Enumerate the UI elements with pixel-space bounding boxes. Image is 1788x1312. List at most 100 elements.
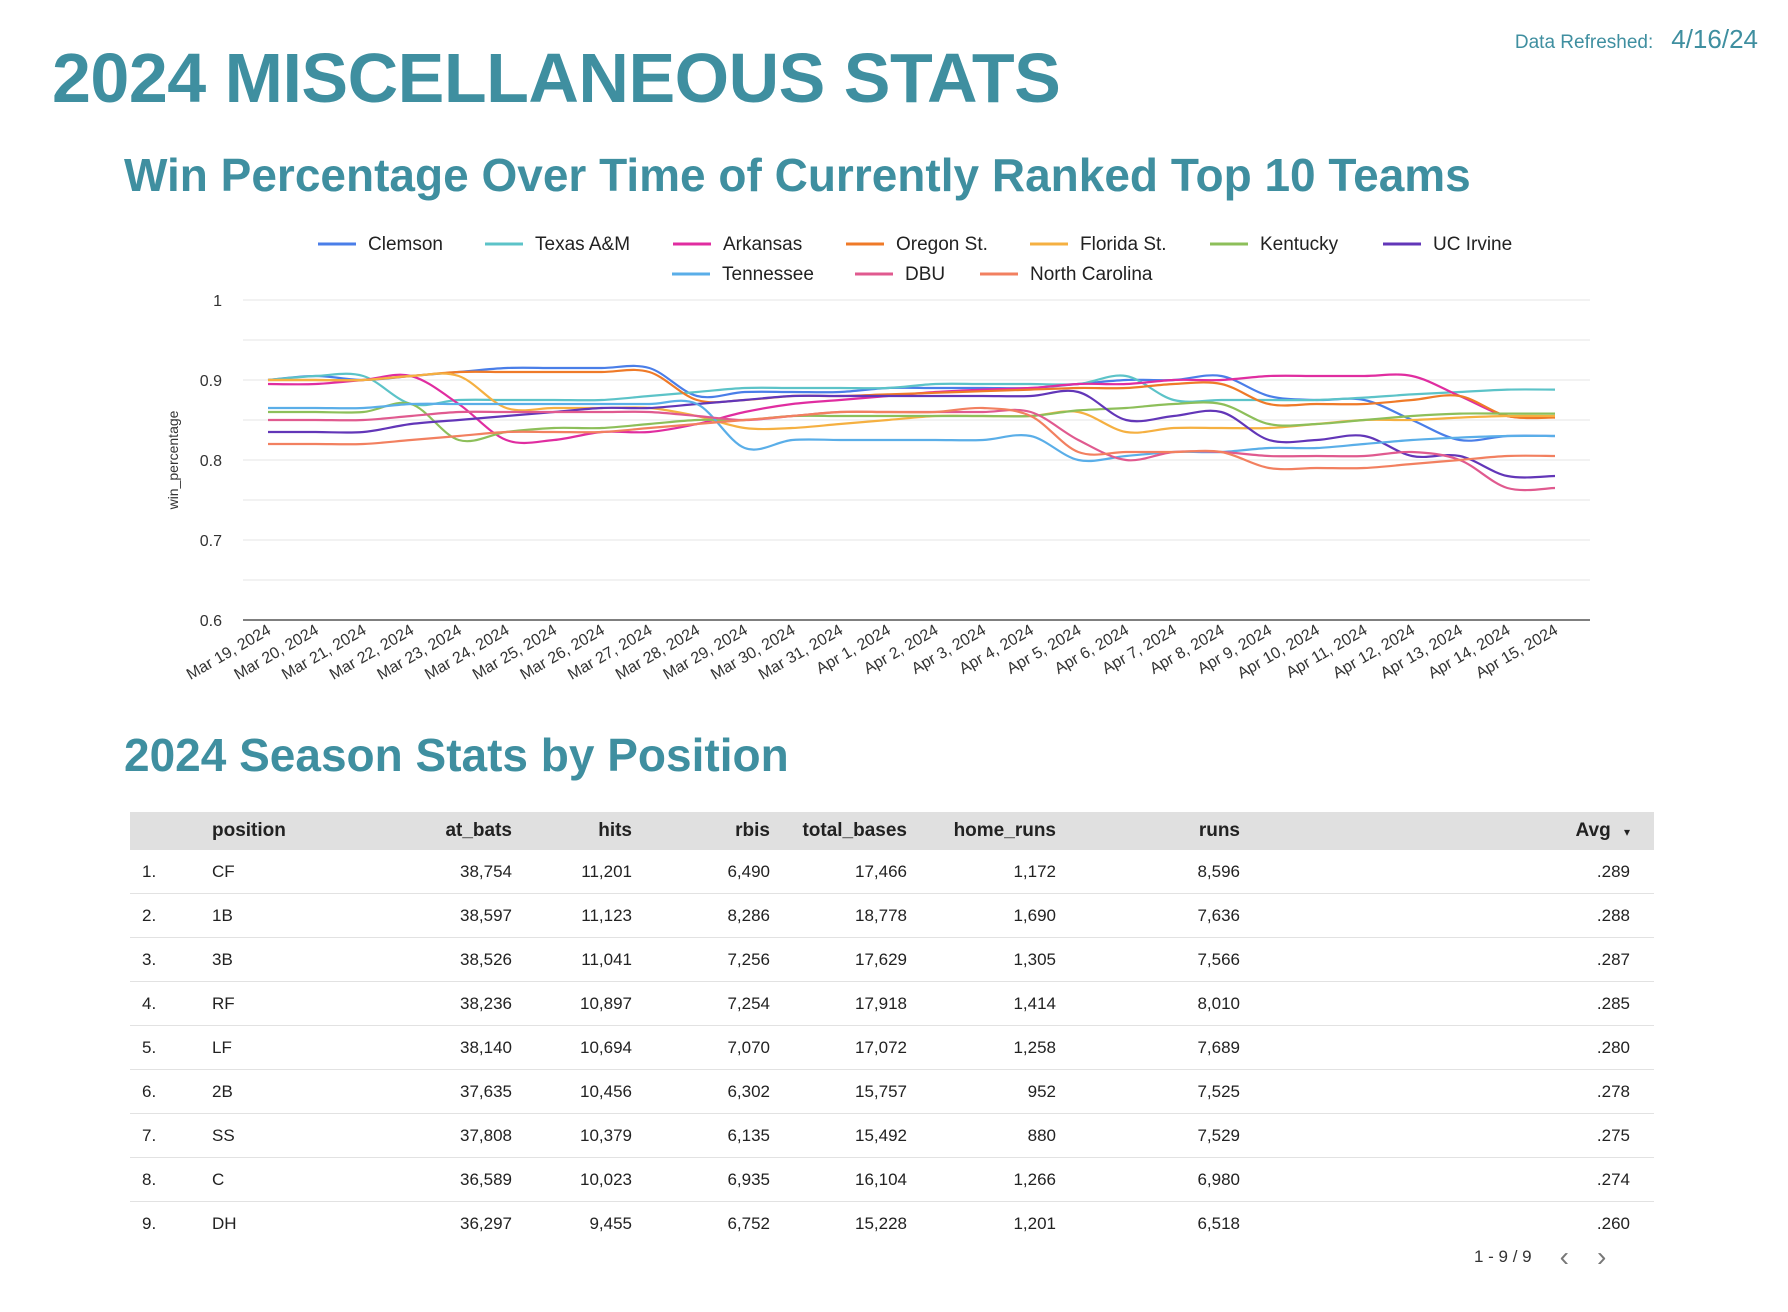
- cell-idx: 6.: [130, 1069, 212, 1114]
- cell-hits: 11,123: [512, 893, 632, 938]
- cell-avg: .278: [1240, 1069, 1654, 1114]
- table-row: 5. LF 38,140 10,694 7,070 17,072 1,258 7,689.28…: [130, 1025, 1654, 1070]
- cell-runs: 6,518: [1197, 1213, 1240, 1233]
- sort-desc-icon[interactable]: ▾: [1623, 825, 1630, 839]
- legend-label: Texas A&M: [535, 234, 630, 255]
- page-title: 2024 MISCELLANEOUS STATS: [52, 39, 1061, 117]
- cell-position: 1B: [212, 893, 332, 938]
- cell-idx: 9.: [142, 1213, 157, 1233]
- chevron-right-icon[interactable]: ›: [1596, 1241, 1607, 1272]
- cell-position: RF: [212, 981, 332, 1026]
- col-header-total-bases[interactable]: total_bases: [770, 812, 907, 850]
- cell-position: 2B: [212, 1069, 332, 1114]
- cell-position: LF: [212, 1025, 332, 1070]
- pagination: 1 - 9 / 9 ‹ ›: [1474, 1241, 1607, 1272]
- cell-idx: 4.: [130, 981, 212, 1026]
- cell-idx: 1.: [130, 850, 212, 894]
- cell-runs: 7,529: [1056, 1113, 1240, 1158]
- cell-home-runs: 1,172: [907, 850, 1056, 894]
- cell-at-bats: 36,297: [460, 1213, 512, 1233]
- series-line-uc-irvine: [267, 389, 1556, 479]
- table-title: 2024 Season Stats by Position: [124, 729, 789, 781]
- position-stats-table: position at_bats hits rbis total_bases h…: [130, 812, 1654, 1245]
- table-row: 7. SS 37,808 10,379 6,135 15,492 880 7,529.275: [130, 1113, 1654, 1158]
- cell-runs: 7,566: [1056, 937, 1240, 982]
- col-header-runs[interactable]: runs: [1056, 812, 1240, 850]
- cell-rbis: 7,070: [632, 1025, 770, 1070]
- cell-hits: 11,201: [512, 850, 632, 894]
- cell-idx: 5.: [130, 1025, 212, 1070]
- cell-avg: .285: [1240, 981, 1654, 1026]
- cell-at-bats: 37,635: [332, 1069, 512, 1114]
- table-row: 2. 1B 38,597 11,123 8,286 18,778 1,690 7,636.28…: [130, 893, 1654, 938]
- cell-runs: 7,636: [1056, 893, 1240, 938]
- col-header-avg-label: Avg: [1575, 820, 1611, 841]
- cell-position: 3B: [212, 937, 332, 982]
- cell-at-bats: 38,526: [332, 937, 512, 982]
- cell-rbis: 6,135: [632, 1113, 770, 1158]
- cell-avg: .288: [1240, 893, 1654, 938]
- cell-idx: 3.: [130, 937, 212, 982]
- pagination-range: 1 - 9 / 9: [1474, 1247, 1532, 1266]
- cell-rbis: 6,302: [632, 1069, 770, 1114]
- cell-hits: 10,379: [512, 1113, 632, 1158]
- series-line-dbu: [268, 408, 1556, 492]
- col-header-at-bats[interactable]: at_bats: [332, 812, 512, 850]
- col-header-home-runs[interactable]: home_runs: [907, 812, 1056, 850]
- cell-idx: 7.: [130, 1113, 212, 1158]
- cell-runs: 7,689: [1056, 1025, 1240, 1070]
- legend-label: Florida St.: [1080, 234, 1167, 255]
- cell-home-runs: 1,414: [907, 981, 1056, 1026]
- cell-position: C: [212, 1157, 332, 1202]
- table-row: 9. DH 36,297 9,455 6,752 15,228 1,201 6,518 .260: [130, 1202, 1654, 1246]
- cell-hits: 11,041: [512, 937, 632, 982]
- cell-home-runs: 1,201: [1013, 1213, 1056, 1233]
- cell-rbis: 7,256: [632, 937, 770, 982]
- y-tick-label: 1: [213, 293, 222, 310]
- cell-hits: 10,023: [512, 1157, 632, 1202]
- col-header-avg[interactable]: Avg ▾: [1240, 812, 1654, 850]
- col-header-rbis[interactable]: rbis: [632, 812, 770, 850]
- y-axis-label: win_percentage: [165, 410, 181, 510]
- col-header-hits[interactable]: hits: [512, 812, 632, 850]
- legend-label: Clemson: [368, 234, 443, 255]
- chart-title: Win Percentage Over Time of Currently Ra…: [124, 149, 1471, 201]
- cell-idx: 2.: [130, 893, 212, 938]
- refresh-label: Data Refreshed:: [1514, 32, 1654, 53]
- cell-hits: 9,455: [589, 1213, 632, 1233]
- series-line-kentucky: [267, 401, 1555, 443]
- cell-total-bases: 17,466: [770, 850, 907, 894]
- y-tick-label: 0.8: [200, 453, 222, 470]
- col-header-position[interactable]: position: [212, 812, 332, 850]
- y-tick-label: 0.7: [200, 533, 222, 550]
- cell-total-bases: 15,757: [770, 1069, 907, 1114]
- cell-position: CF: [212, 850, 332, 894]
- legend-label: UC Irvine: [1433, 234, 1512, 255]
- cell-home-runs: 1,258: [907, 1025, 1056, 1070]
- cell-avg: .287: [1240, 937, 1654, 982]
- cell-at-bats: 38,597: [332, 893, 512, 938]
- cell-idx: 8.: [130, 1157, 212, 1202]
- legend-label: Tennessee: [722, 264, 814, 285]
- cell-runs: 7,525: [1056, 1069, 1240, 1114]
- cell-at-bats: 36,589: [332, 1157, 512, 1202]
- cell-total-bases: 18,778: [770, 893, 907, 938]
- cell-total-bases: 17,918: [770, 981, 907, 1026]
- cell-total-bases: 15,492: [770, 1113, 907, 1158]
- series-line-tennessee: [268, 399, 1556, 463]
- series-line-north-carolina: [267, 406, 1556, 471]
- y-tick-label: 0.9: [200, 373, 222, 390]
- cell-at-bats: 38,140: [332, 1025, 512, 1070]
- col-header-index: [130, 812, 212, 850]
- legend-label: Kentucky: [1260, 234, 1339, 255]
- cell-position: SS: [212, 1113, 332, 1158]
- cell-rbis: 7,254: [632, 981, 770, 1026]
- chevron-left-icon[interactable]: ‹: [1559, 1241, 1569, 1272]
- cell-runs: 8,010: [1056, 981, 1240, 1026]
- cell-at-bats: 37,808: [332, 1113, 512, 1158]
- table-row: 3. 3B 38,526 11,041 7,256 17,629 1,305 7,566.28…: [130, 937, 1654, 982]
- cell-total-bases: 17,629: [770, 937, 907, 982]
- cell-home-runs: 1,305: [907, 937, 1056, 982]
- series-line-arkansas: [267, 373, 1556, 445]
